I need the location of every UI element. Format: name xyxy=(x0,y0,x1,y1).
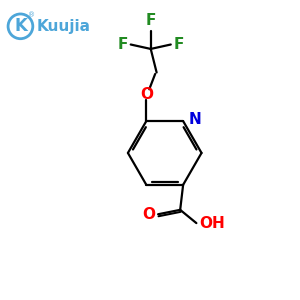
Text: F: F xyxy=(174,37,184,52)
Text: O: O xyxy=(142,207,155,222)
Text: Kuujia: Kuujia xyxy=(37,19,91,34)
Text: OH: OH xyxy=(199,216,225,231)
Text: ®: ® xyxy=(28,12,35,18)
Text: O: O xyxy=(140,87,153,102)
Text: K: K xyxy=(14,17,27,35)
Text: N: N xyxy=(188,112,201,127)
Text: F: F xyxy=(146,13,156,28)
Text: F: F xyxy=(117,37,128,52)
